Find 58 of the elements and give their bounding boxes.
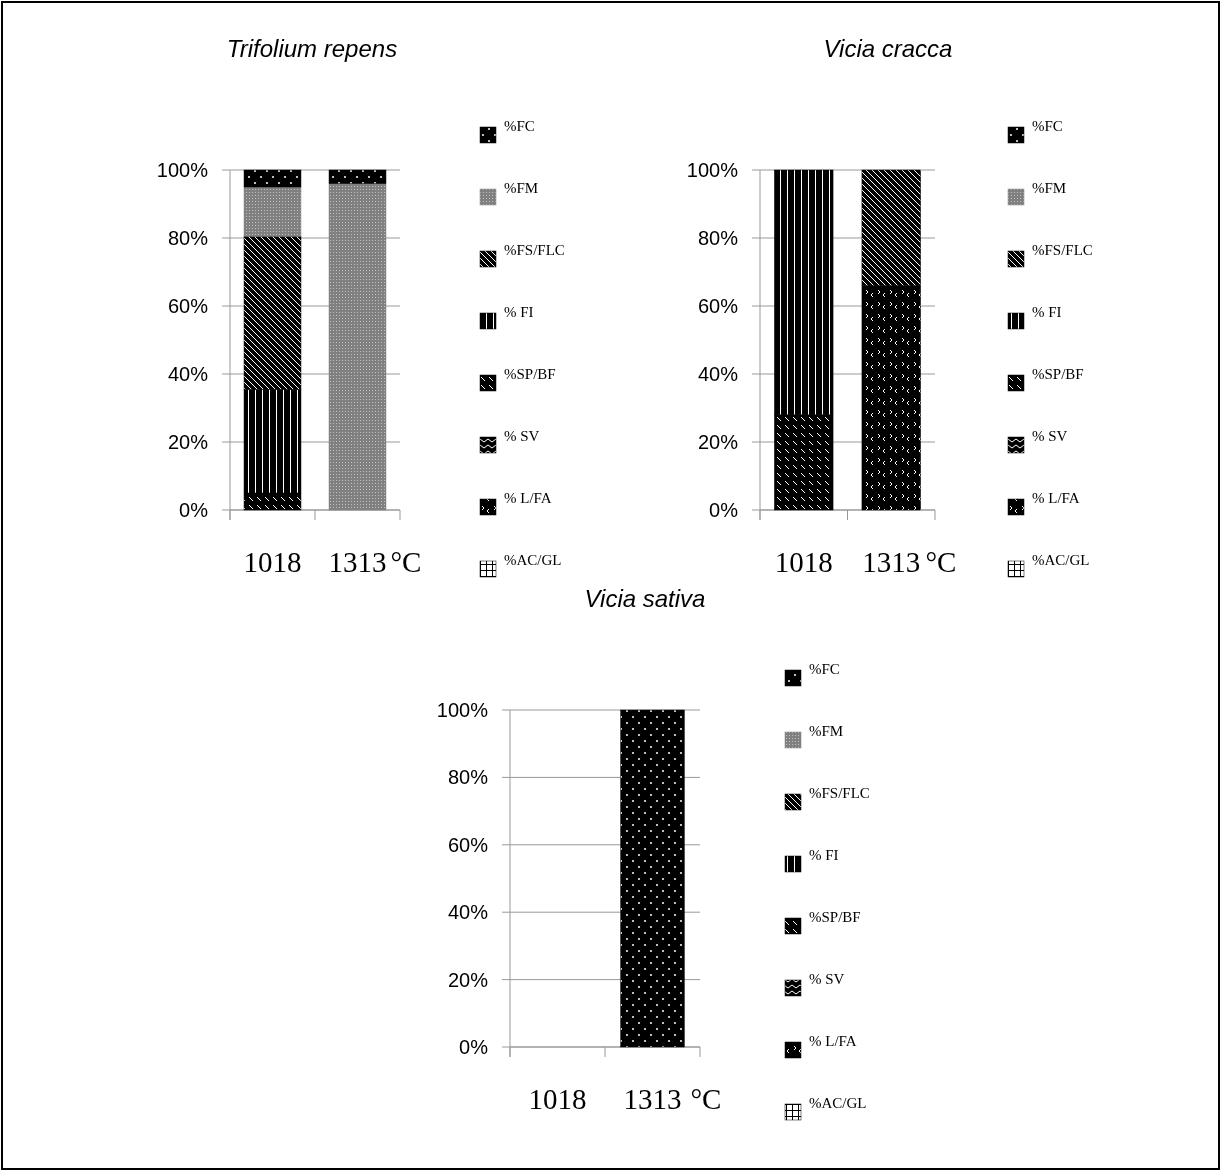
chart-title: Vicia cracca — [823, 35, 953, 62]
legend-label: % FI — [504, 304, 534, 320]
y-tick-label: 40% — [167, 363, 209, 385]
x-tick-label: 1313 — [328, 546, 387, 578]
x-axis-title: °C — [390, 546, 422, 578]
x-tick-label: 1018 — [243, 546, 302, 578]
x-tick-label: 1313 — [862, 546, 921, 578]
y-tick-label: 60% — [167, 295, 209, 317]
chart-title: Trifolium repens — [226, 35, 398, 62]
legend-label: %FM — [809, 723, 844, 739]
y-tick-label: 20% — [697, 431, 739, 453]
x-tick-label: 1018 — [774, 546, 833, 578]
bar — [243, 186, 302, 237]
legend-label: % L/FA — [504, 490, 552, 506]
y-tick-label: 20% — [447, 968, 489, 991]
y-tick-label: 0% — [709, 499, 739, 521]
legend-label: % SV — [1032, 428, 1068, 444]
legend-label: % SV — [809, 971, 845, 987]
y-tick-label: 60% — [697, 295, 739, 317]
legend-label: %FS/FLC — [504, 242, 565, 258]
y-tick-label: 0% — [179, 499, 209, 521]
legend-label: % FI — [1032, 304, 1062, 320]
legend-label: % SV — [504, 428, 540, 444]
legend-label: % FI — [809, 847, 839, 863]
x-axis-title: °C — [925, 546, 957, 578]
legend-label: %FS/FLC — [1032, 242, 1093, 258]
legend-label: %FC — [1032, 118, 1063, 134]
y-tick-label: 20% — [167, 431, 209, 453]
y-tick-label: 100% — [156, 159, 209, 181]
y-tick-label: 100% — [686, 159, 739, 181]
legend-label: % L/FA — [1032, 490, 1080, 506]
y-tick-label: 80% — [447, 766, 489, 789]
y-tick-label: 0% — [459, 1036, 489, 1058]
y-tick-label: 60% — [447, 833, 489, 856]
legend-label: %FM — [504, 180, 539, 196]
legend-label: %AC/GL — [1032, 552, 1090, 568]
legend-label: % L/FA — [809, 1033, 857, 1049]
legend-label: %FC — [809, 661, 840, 677]
legend-label: %FC — [504, 118, 535, 134]
legend-label: %AC/GL — [809, 1095, 867, 1111]
x-axis-title: °C — [690, 1083, 722, 1115]
bar — [328, 169, 387, 184]
legend-label: %FM — [1032, 180, 1067, 196]
y-tick-label: 80% — [697, 227, 739, 249]
x-tick-label: 1313 — [623, 1083, 682, 1115]
x-tick-label: 1018 — [528, 1083, 587, 1115]
legend-label: %SP/BF — [1032, 366, 1084, 382]
legend-label: %FS/FLC — [809, 785, 870, 801]
y-tick-label: 100% — [436, 699, 489, 721]
bar — [328, 183, 387, 511]
y-tick-label: 40% — [697, 363, 739, 385]
chart-title: Vicia sativa — [584, 585, 706, 612]
legend-label: %SP/BF — [504, 366, 556, 382]
y-tick-label: 80% — [167, 227, 209, 249]
bar — [243, 169, 302, 188]
y-tick-label: 40% — [447, 901, 489, 924]
legend-label: %AC/GL — [504, 552, 562, 568]
legend-label: %SP/BF — [809, 909, 861, 925]
